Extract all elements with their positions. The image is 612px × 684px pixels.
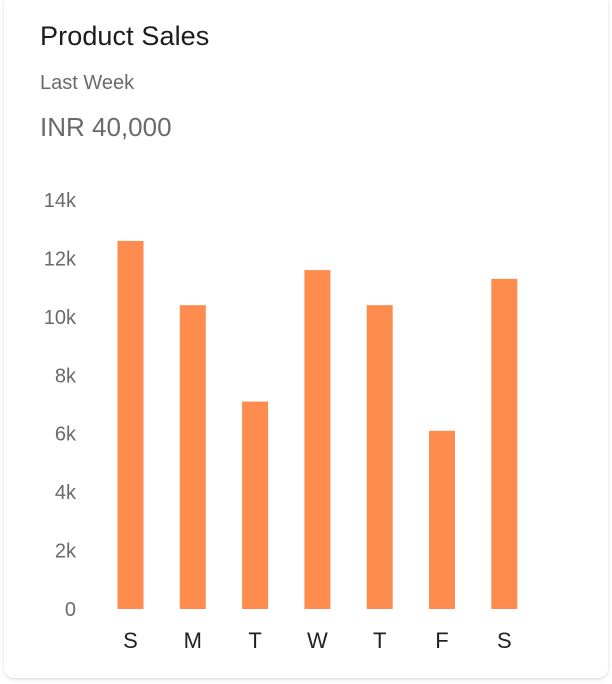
x-tick-label: T — [373, 628, 386, 653]
y-tick-label: 0 — [65, 599, 76, 621]
x-tick-label: F — [435, 628, 448, 653]
total-amount: INR 40,000 — [40, 112, 172, 142]
bar-4[interactable] — [366, 305, 393, 609]
y-tick-label: 14k — [44, 190, 77, 212]
y-tick-label: 2k — [55, 541, 77, 563]
bar-3[interactable] — [304, 270, 331, 609]
y-tick-label: 8k — [55, 365, 77, 387]
y-tick-label: 10k — [44, 307, 77, 329]
bar-0[interactable] — [117, 240, 144, 609]
y-tick-label: 6k — [55, 424, 77, 446]
period-label: Last Week — [40, 72, 135, 94]
bar-5[interactable] — [429, 430, 455, 609]
x-tick-label: S — [123, 628, 138, 653]
card-title: Product Sales — [40, 21, 210, 51]
y-tick-label: 12k — [44, 248, 77, 270]
bar-2[interactable] — [242, 401, 269, 609]
bar-6[interactable] — [491, 278, 518, 609]
y-tick-label: 4k — [55, 482, 77, 504]
x-tick-label: S — [497, 628, 512, 653]
x-tick-label: W — [307, 628, 328, 653]
x-tick-label: M — [184, 628, 202, 653]
bar-1[interactable] — [179, 305, 206, 609]
x-tick-label: T — [248, 628, 261, 653]
